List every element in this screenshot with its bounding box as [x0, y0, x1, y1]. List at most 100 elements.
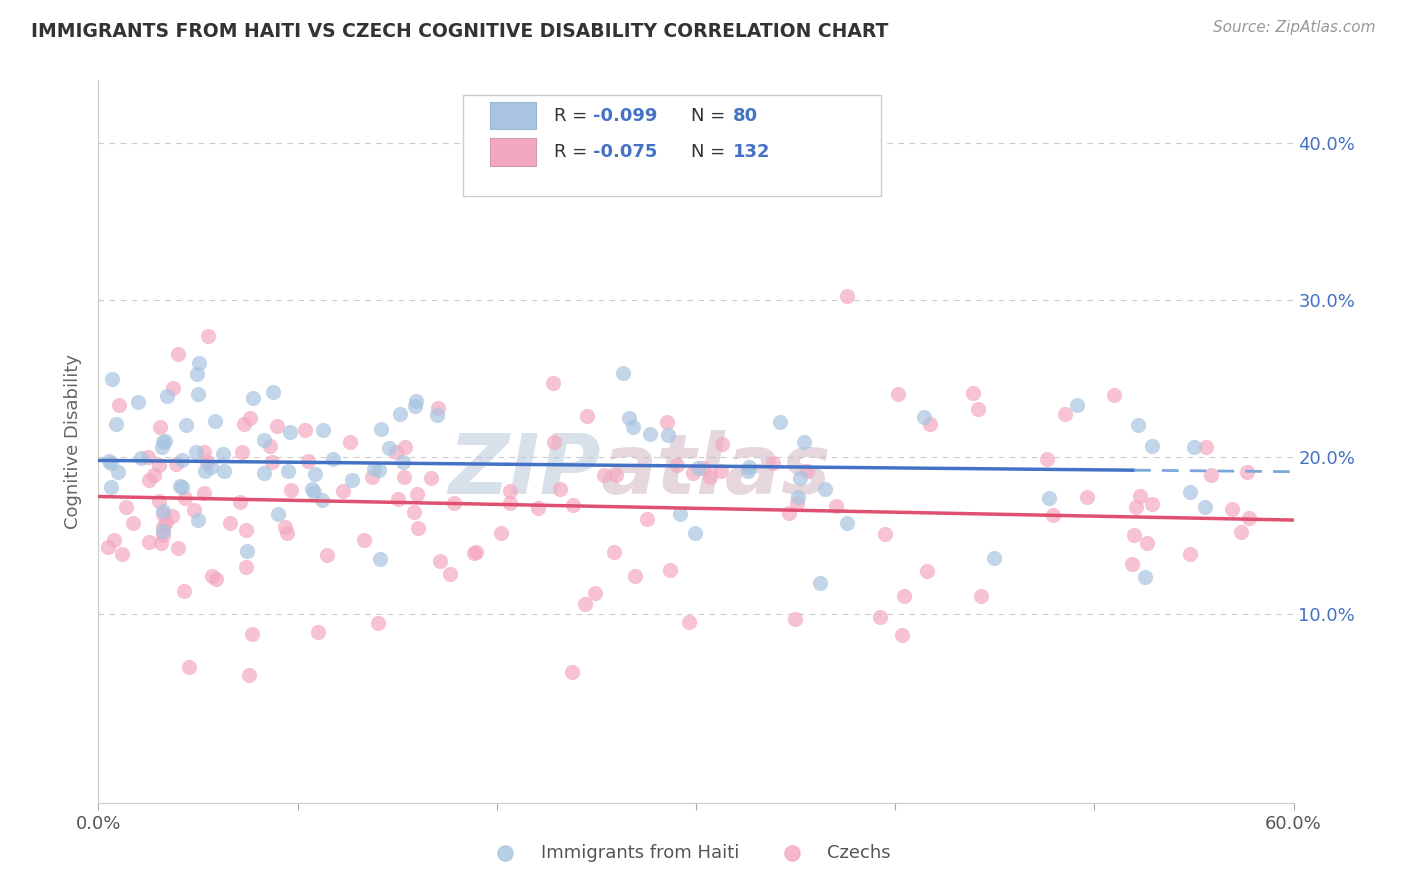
Point: [893, 590, 915, 604]
Point: [97, 454, 120, 468]
Point: [384, 445, 406, 459]
Point: [177, 660, 200, 674]
Point: [235, 560, 257, 574]
Point: [769, 415, 792, 429]
Point: [370, 422, 392, 436]
Point: [463, 546, 485, 560]
Text: N =: N =: [692, 143, 731, 161]
Point: [186, 367, 208, 381]
Point: [204, 572, 226, 586]
Point: [276, 526, 298, 541]
Point: [307, 625, 329, 640]
Point: [808, 576, 831, 591]
Point: [682, 466, 704, 480]
Point: [280, 483, 302, 498]
Point: [152, 504, 174, 518]
Point: [104, 417, 127, 431]
Point: [294, 423, 316, 437]
Point: [170, 453, 193, 467]
Point: [659, 563, 682, 577]
Point: [1236, 465, 1258, 479]
Point: [103, 533, 125, 547]
Point: [612, 366, 634, 380]
FancyBboxPatch shape: [463, 95, 882, 196]
Point: [1076, 490, 1098, 504]
Point: [737, 464, 759, 478]
Point: [152, 527, 174, 541]
Point: [262, 384, 284, 399]
Point: [1038, 491, 1060, 505]
Point: [253, 466, 276, 480]
Point: [793, 434, 815, 449]
Point: [1102, 388, 1125, 402]
Point: [962, 386, 984, 401]
Bar: [491, 138, 536, 166]
Point: [138, 473, 160, 487]
Point: [499, 484, 522, 499]
Text: R =: R =: [554, 107, 593, 125]
Text: 80: 80: [733, 107, 758, 125]
Point: [561, 665, 583, 680]
Point: [699, 470, 721, 484]
Point: [427, 401, 450, 415]
Point: [301, 482, 323, 496]
Point: [869, 609, 891, 624]
Point: [378, 441, 401, 455]
Point: [527, 501, 550, 516]
Point: [692, 460, 714, 475]
Point: [197, 328, 219, 343]
Point: [624, 569, 647, 583]
Point: [621, 420, 644, 434]
Point: [316, 548, 339, 562]
Point: [1178, 547, 1201, 561]
Point: [541, 376, 564, 391]
Point: [636, 512, 658, 526]
Point: [242, 391, 264, 405]
Point: [368, 463, 391, 477]
Point: [115, 500, 138, 514]
Point: [174, 491, 197, 505]
Point: [187, 513, 209, 527]
Point: [100, 372, 122, 386]
Point: [363, 462, 385, 476]
Point: [710, 464, 733, 478]
Point: [443, 496, 465, 510]
Point: [193, 445, 215, 459]
Point: [825, 500, 848, 514]
Point: [142, 467, 165, 482]
Point: [148, 458, 170, 472]
Point: [668, 507, 690, 521]
Point: [388, 407, 411, 421]
Point: [297, 454, 319, 468]
Point: [108, 399, 131, 413]
Point: [738, 460, 761, 475]
Point: [1237, 511, 1260, 525]
Point: [439, 567, 461, 582]
Point: [169, 479, 191, 493]
Point: [193, 485, 215, 500]
Point: [786, 496, 808, 510]
Text: -0.099: -0.099: [593, 107, 658, 125]
Point: [129, 450, 152, 465]
Point: [97, 540, 120, 554]
Point: [426, 408, 449, 422]
Point: [111, 547, 134, 561]
Point: [1243, 874, 1265, 888]
Point: [688, 460, 710, 475]
Point: [912, 409, 935, 424]
Point: [970, 589, 993, 603]
Text: 132: 132: [733, 143, 770, 161]
Point: [238, 667, 260, 681]
Point: [155, 516, 177, 530]
Point: [277, 464, 299, 478]
Point: [167, 347, 190, 361]
Point: [1142, 497, 1164, 511]
Point: [392, 455, 415, 469]
Bar: [491, 102, 536, 129]
Point: [160, 508, 183, 523]
Point: [235, 523, 257, 537]
Point: [302, 485, 325, 500]
Text: N =: N =: [692, 107, 731, 125]
Text: Immigrants from Haiti: Immigrants from Haiti: [541, 845, 740, 863]
Text: R =: R =: [554, 143, 593, 161]
